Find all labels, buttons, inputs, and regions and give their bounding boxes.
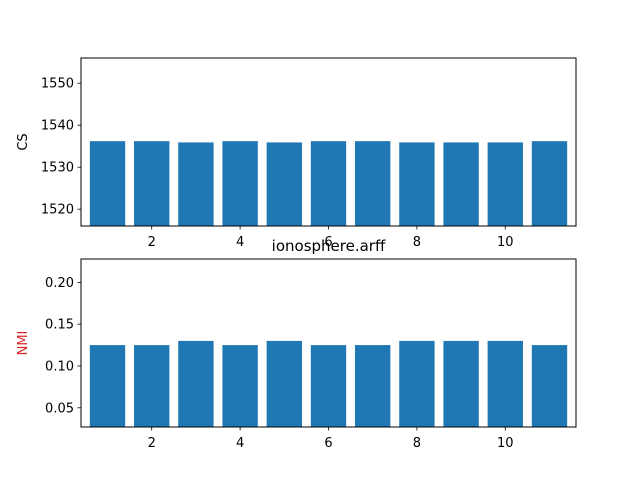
cs-x-tick-label: 8: [413, 235, 421, 250]
cs-bar-8: [399, 142, 435, 226]
cs-bar-6: [310, 141, 347, 226]
nmi-y-tick-label: 0.05: [45, 401, 74, 416]
nmi-bar-11: [531, 345, 568, 427]
cs-bar-11: [531, 141, 568, 226]
cs-y-tick-label: 1540: [41, 119, 74, 134]
nmi-bar-9: [443, 340, 479, 427]
nmi-x-ticks: 2 4 6 8 10: [148, 427, 514, 451]
cs-bar-4: [222, 141, 258, 226]
cs-bar-5: [266, 142, 302, 226]
nmi-bar-8: [399, 340, 435, 427]
nmi-chart-title: ionosphere.arff: [272, 237, 386, 255]
nmi-bar-4: [222, 345, 258, 427]
nmi-x-tick-label: 6: [324, 436, 332, 451]
nmi-y-tick-label: 0.10: [45, 359, 74, 374]
nmi-bars: [89, 340, 568, 427]
cs-y-tick-label: 1530: [41, 161, 74, 176]
nmi-y-ticks: 0.05 0.10 0.15 0.20: [45, 276, 81, 416]
cs-x-tick-label: 10: [497, 235, 514, 250]
nmi-bar-5: [266, 340, 302, 427]
nmi-bar-6: [310, 345, 347, 427]
cs-bar-3: [178, 142, 214, 226]
cs-x-tick-label: 6: [324, 235, 332, 250]
nmi-bar-2: [134, 345, 170, 427]
nmi-bar-7: [355, 345, 391, 427]
nmi-bar-1: [89, 345, 126, 427]
nmi-bar-10: [487, 340, 523, 427]
cs-y-axis-label: CS: [16, 133, 31, 150]
cs-bar-7: [355, 141, 391, 226]
nmi-y-tick-label: 0.15: [45, 318, 74, 333]
cs-x-ticks: 2 4 6 8 10: [148, 226, 514, 250]
cs-x-tick-label: 2: [148, 235, 156, 250]
nmi-y-axis-label: NMI: [16, 331, 31, 356]
nmi-x-tick-label: 2: [148, 436, 156, 451]
cs-bar-9: [443, 142, 479, 226]
cs-subplot: 2 4 6 8 10 1520 1530 1540 1550 CS: [16, 57, 577, 250]
cs-y-tick-label: 1520: [41, 203, 74, 218]
cs-y-tick-label: 1550: [41, 77, 74, 92]
nmi-y-tick-label: 0.20: [45, 276, 74, 291]
nmi-subplot: 2 4 6 8 10 0.05 0.10 0.15 0.20 NMI ionosphere.a…: [16, 237, 577, 451]
cs-bars: [89, 141, 568, 226]
nmi-bar-3: [178, 340, 214, 427]
cs-bar-1: [89, 141, 126, 226]
nmi-x-tick-label: 8: [413, 436, 421, 451]
cs-y-ticks: 1520 1530 1540 1550: [41, 77, 81, 218]
nmi-x-tick-label: 4: [236, 436, 244, 451]
cs-x-tick-label: 4: [236, 235, 244, 250]
cs-bar-10: [487, 142, 523, 226]
nmi-x-tick-label: 10: [497, 436, 514, 451]
cs-bar-2: [134, 141, 170, 226]
